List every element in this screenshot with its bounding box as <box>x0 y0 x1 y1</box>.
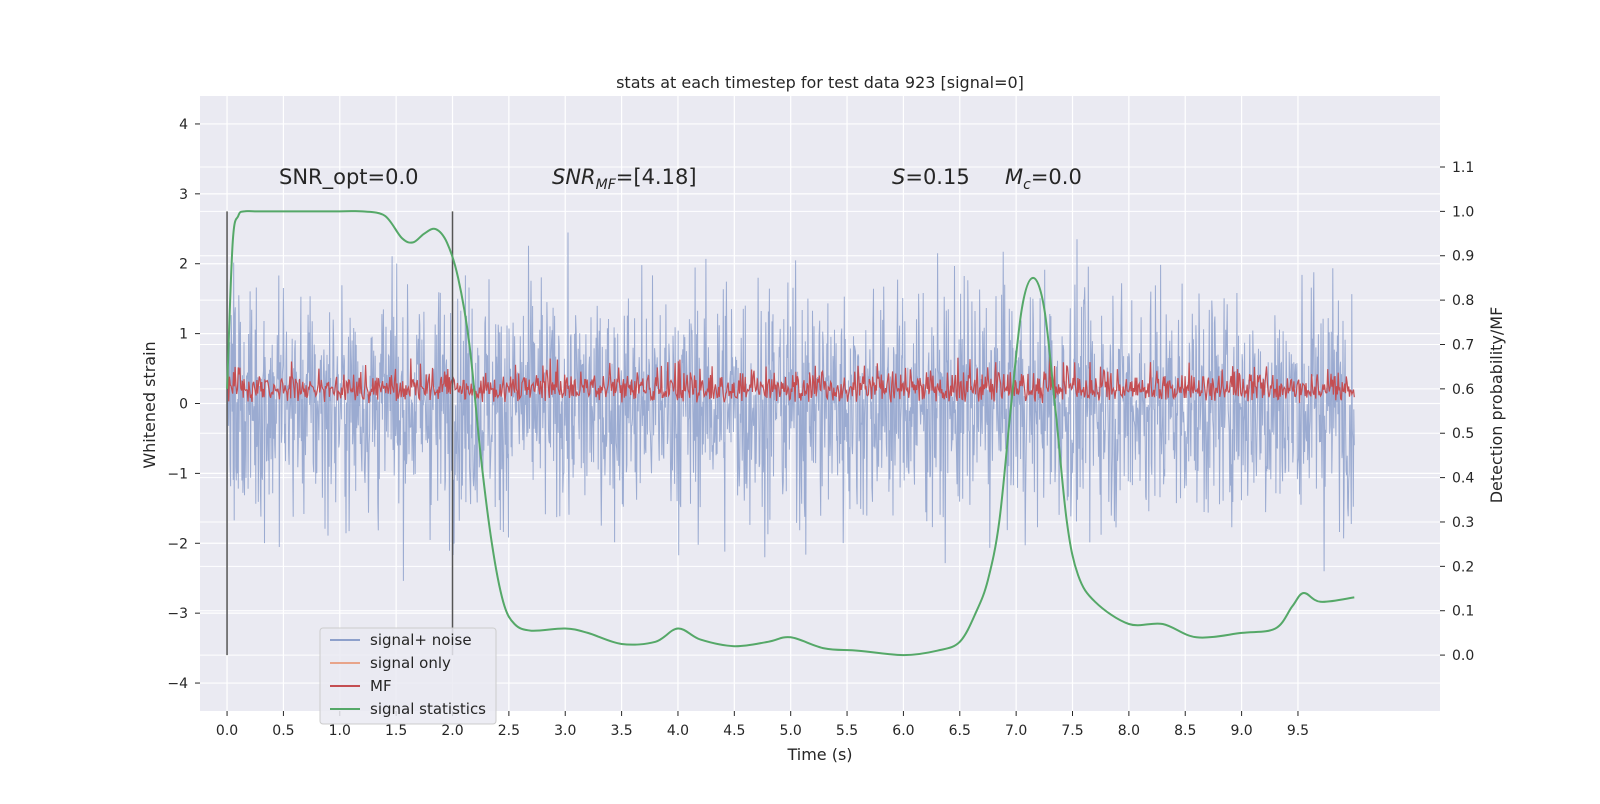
y-ticks-right: 1.1 1.0 0.9 0.8 0.7 0.6 0.5 0.4 0.3 0.2 0.1 0.0 <box>1440 160 1474 664</box>
annotation-mc: Mc=0.0 <box>1005 165 1082 193</box>
annotation-mc-value: =0.0 <box>1031 165 1082 189</box>
y-axis-label-left: Whitened strain <box>140 341 159 468</box>
x-tick-label: 0.5 <box>272 723 294 739</box>
legend-box <box>319 627 497 725</box>
y-right-tick-label: 0.9 <box>1452 249 1474 265</box>
y-tick-label: −3 <box>167 606 188 622</box>
y-right-tick-label: 0.8 <box>1452 293 1474 309</box>
x-tick-label: 9.0 <box>1230 723 1252 739</box>
y-right-tick-label: 0.2 <box>1452 559 1474 575</box>
y-right-tick-label: 0.7 <box>1452 337 1474 353</box>
annotation-mc-symbol: M <box>1005 165 1023 189</box>
x-tick-label: 2.0 <box>441 723 463 739</box>
x-tick-label: 3.0 <box>554 723 576 739</box>
x-tick-label: 5.5 <box>836 723 858 739</box>
y-tick-label: −2 <box>167 536 188 552</box>
y-right-tick-label: 1.0 <box>1452 204 1474 220</box>
y-tick-label: 3 <box>179 187 188 203</box>
series-line-signal-noise <box>226 232 1355 581</box>
x-tick-label: 6.5 <box>949 723 971 739</box>
x-tick-label: 4.5 <box>723 723 745 739</box>
annotation-s: S=0.15 <box>892 165 970 189</box>
y-right-tick-label: 0.4 <box>1452 471 1474 487</box>
series-signal-noise <box>226 232 1355 581</box>
legend-label-mf: MF <box>370 677 392 695</box>
x-tick-label: 8.0 <box>1118 723 1140 739</box>
annotation-snr-mf-subscript: MF <box>596 177 617 193</box>
y-right-tick-label: 0.1 <box>1452 604 1474 620</box>
y-right-tick-label: 0.0 <box>1452 648 1474 664</box>
x-tick-label: 2.5 <box>498 723 520 739</box>
chart-title: stats at each timestep for test data 923… <box>616 73 1024 92</box>
x-tick-label: 1.0 <box>329 723 351 739</box>
series-signal-statistics <box>226 210 1355 657</box>
y-right-tick-label: 0.3 <box>1452 515 1474 531</box>
x-axis-label: Time (s) <box>786 745 852 764</box>
x-tick-label: 1.5 <box>385 723 407 739</box>
legend: signal+ noise signal only MF signal stat… <box>319 627 497 725</box>
annotation-s-value: =0.15 <box>905 165 969 189</box>
vertical-markers <box>226 211 454 656</box>
y-tick-label: 0 <box>179 397 188 413</box>
series-mf <box>226 356 1355 404</box>
annotation-s-symbol: S <box>892 165 905 189</box>
x-tick-label: 4.0 <box>667 723 689 739</box>
x-tick-label: 9.5 <box>1287 723 1309 739</box>
y-ticks-left: 4 3 2 1 0 −1 −2 −3 −4 <box>167 117 200 692</box>
x-tick-label: 7.5 <box>1061 723 1083 739</box>
annotation-snr-opt: SNR_opt=0.0 <box>279 165 419 190</box>
y-right-tick-label: 0.6 <box>1452 382 1474 398</box>
legend-label-signal-noise: signal+ noise <box>370 631 472 649</box>
series-line-signal-statistics <box>226 210 1355 657</box>
legend-label-signal-statistics: signal statistics <box>370 700 486 718</box>
x-tick-label: 7.0 <box>1005 723 1027 739</box>
annotation-snr-mf-value: =[4.18] <box>616 165 697 189</box>
x-tick-label: 5.0 <box>780 723 802 739</box>
y-tick-label: −4 <box>167 676 188 692</box>
legend-label-signal-only: signal only <box>370 654 451 672</box>
y-tick-label: 2 <box>179 257 188 273</box>
x-tick-label: 8.5 <box>1174 723 1196 739</box>
x-ticks: 0.0 0.5 1.0 1.5 2.0 2.5 3.0 3.5 4.0 4.5 5.0 5.5 6.0 6… <box>216 711 1309 739</box>
y-right-tick-label: 0.5 <box>1452 426 1474 442</box>
annotation-snr-mf-symbol: SNR <box>552 165 596 189</box>
y-tick-label: 4 <box>179 117 188 133</box>
y-axis-label-right: Detection probability/MF <box>1487 307 1506 504</box>
x-tick-label: 6.0 <box>892 723 914 739</box>
annotation-snr-mf: SNRMF=[4.18] <box>552 165 697 193</box>
series-line-mf <box>226 356 1355 404</box>
y-tick-label: 1 <box>179 327 188 343</box>
x-tick-label: 3.5 <box>610 723 632 739</box>
y-tick-label: −1 <box>167 466 188 482</box>
y-right-tick-label: 1.1 <box>1452 160 1474 176</box>
x-tick-label: 0.0 <box>216 723 238 739</box>
annotation-mc-subscript: c <box>1023 177 1031 193</box>
